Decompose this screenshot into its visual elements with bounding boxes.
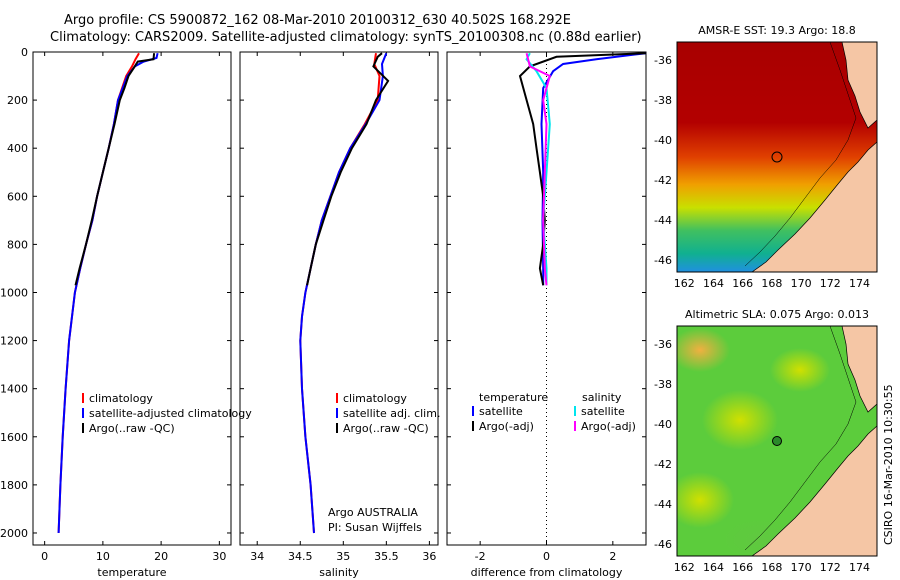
map-y-tick-label-sst-map: -46 <box>654 254 672 267</box>
sla-map <box>677 326 877 556</box>
legend-item-temperature-3: Argo(..raw -QC) <box>89 422 175 435</box>
series-line-argo-raw-qc-salinity <box>306 52 390 286</box>
argo-location-marker <box>771 151 783 163</box>
legend-item-temperature-2: satellite-adjusted climatology <box>89 407 252 420</box>
y-tick-label: 2000 <box>0 527 28 540</box>
legend-item-salinity-2: satellite adj. clim. <box>343 407 440 420</box>
map-x-tick-label-sst-map: 172 <box>820 277 841 290</box>
x-tick-label-temperature: 0 <box>41 550 48 563</box>
figure-title-line1: Argo profile: CS 5900872_162 08-Mar-2010… <box>64 13 572 28</box>
map-title-sst-map: AMSR-E SST: 19.3 Argo: 18.8 <box>698 24 856 37</box>
x-tick-label-temperature: 20 <box>154 550 168 563</box>
series-line-salinity-argo-adj-difference <box>525 52 551 286</box>
legend-heading-salinity: salinity <box>582 391 622 404</box>
x-axis-label-temperature: temperature <box>97 566 166 579</box>
series-line-satellite-adjusted-climatology-temperature <box>57 52 159 534</box>
map-x-tick-label-sst-map: 168 <box>761 277 782 290</box>
map-y-tick-label-sst-map: -44 <box>654 214 672 227</box>
map-y-tick-label-sla-map: -42 <box>654 458 672 471</box>
map-y-tick-label-sst-map: -36 <box>654 54 672 67</box>
series-line-temperature-argo-adj-difference <box>518 52 647 286</box>
y-tick-label: 1200 <box>0 335 28 348</box>
map-y-tick-label-sst-map: -42 <box>654 174 672 187</box>
legend-heading-temperature: temperature <box>479 391 548 404</box>
sla-blob-4 <box>770 348 830 392</box>
x-tick-label-difference: 2 <box>609 550 616 563</box>
map-x-tick-label-sla-map: 164 <box>703 561 724 574</box>
series-line-climatology-salinity <box>299 53 381 534</box>
x-tick-label-temperature: 10 <box>96 550 110 563</box>
map-x-tick-label-sst-map: 174 <box>849 277 870 290</box>
legend-sal-argo: Argo(-adj) <box>581 420 636 433</box>
x-tick-label-salinity: 35 <box>336 550 350 563</box>
figure-title-line2: Climatology: CARS2009. Satellite-adjuste… <box>50 30 642 45</box>
map-y-tick-label-sst-map: -40 <box>654 134 672 147</box>
annotation-pi: PI: Susan Wijffels <box>328 521 422 534</box>
map-x-tick-label-sla-map: 172 <box>820 561 841 574</box>
bathymetry-contour <box>744 42 857 267</box>
y-tick-label: 600 <box>7 190 28 203</box>
legend-item-salinity-3: Argo(..raw -QC) <box>343 422 429 435</box>
map-x-tick-label-sst-map: 170 <box>791 277 812 290</box>
sla-blob-1 <box>677 328 730 372</box>
y-tick-label: 1400 <box>0 383 28 396</box>
sst-map <box>677 42 877 272</box>
x-axis-label-difference: difference from climatology <box>471 566 623 579</box>
x-tick-label-salinity: 36 <box>422 550 436 563</box>
map-y-tick-label-sla-map: -44 <box>654 498 672 511</box>
north-island-land <box>841 42 877 129</box>
map-x-tick-label-sla-map: 170 <box>791 561 812 574</box>
map-x-tick-label-sla-map: 162 <box>674 561 695 574</box>
map-y-tick-label-sla-map: -40 <box>654 418 672 431</box>
map-x-tick-label-sla-map: 174 <box>849 561 870 574</box>
y-tick-label: 800 <box>7 238 28 251</box>
series-line-climatology-temperature <box>57 52 140 534</box>
y-tick-label: 1000 <box>0 286 28 299</box>
north-island-land-sla <box>841 326 877 413</box>
series-line-argo-raw-qc-temperature <box>74 53 156 286</box>
bathymetry-contour-sla <box>744 326 857 551</box>
y-tick-label: 400 <box>7 142 28 155</box>
map-title-sla-map: Altimetric SLA: 0.075 Argo: 0.013 <box>685 308 869 321</box>
legend-temp-satellite: satellite <box>479 405 523 418</box>
x-tick-label-difference: 0 <box>543 550 550 563</box>
map-x-tick-label-sst-map: 166 <box>732 277 753 290</box>
x-tick-label-salinity: 35.5 <box>374 550 399 563</box>
x-tick-label-temperature: 30 <box>212 550 226 563</box>
y-tick-label: 200 <box>7 94 28 107</box>
series-line-satellite-adj-clim-salinity <box>299 52 388 534</box>
legend-temp-argo: Argo(-adj) <box>479 420 534 433</box>
x-tick-label-difference: -2 <box>475 550 486 563</box>
x-tick-label-salinity: 34 <box>250 550 264 563</box>
map-x-tick-label-sst-map: 164 <box>703 277 724 290</box>
y-tick-label: 1800 <box>0 479 28 492</box>
series-line-temperature-satellite-difference <box>540 52 647 286</box>
x-tick-label-salinity: 34.5 <box>288 550 313 563</box>
panel-frame-salinity <box>239 51 439 546</box>
argo-location-marker-sla <box>772 436 782 446</box>
south-island-land-sla <box>751 425 877 556</box>
map-y-tick-label-sst-map: -38 <box>654 94 672 107</box>
sla-blob-2 <box>702 390 778 450</box>
south-island-land <box>751 141 877 272</box>
map-x-tick-label-sst-map: 162 <box>674 277 695 290</box>
sla-blob-3 <box>677 472 734 528</box>
map-y-tick-label-sla-map: -38 <box>654 378 672 391</box>
annotation-institution: Argo AUSTRALIA <box>328 506 418 519</box>
map-y-tick-label-sla-map: -46 <box>654 538 672 551</box>
legend-item-salinity-1: climatology <box>343 392 407 405</box>
map-x-tick-label-sla-map: 166 <box>732 561 753 574</box>
sst-map-frame <box>676 41 878 273</box>
y-tick-label: 0 <box>21 46 28 59</box>
panel-frame-temperature <box>32 51 232 546</box>
legend-item-temperature-1: climatology <box>89 392 153 405</box>
profile-panels: 0 10 20 30020040060080010001200140016001800… <box>0 24 870 579</box>
legend-sal-satellite: satellite <box>581 405 625 418</box>
map-y-tick-label-sla-map: -36 <box>654 338 672 351</box>
sla-map-frame <box>676 325 878 557</box>
map-x-tick-label-sla-map: 168 <box>761 561 782 574</box>
y-tick-label: 1600 <box>0 431 28 444</box>
x-axis-label-salinity: salinity <box>319 566 359 579</box>
